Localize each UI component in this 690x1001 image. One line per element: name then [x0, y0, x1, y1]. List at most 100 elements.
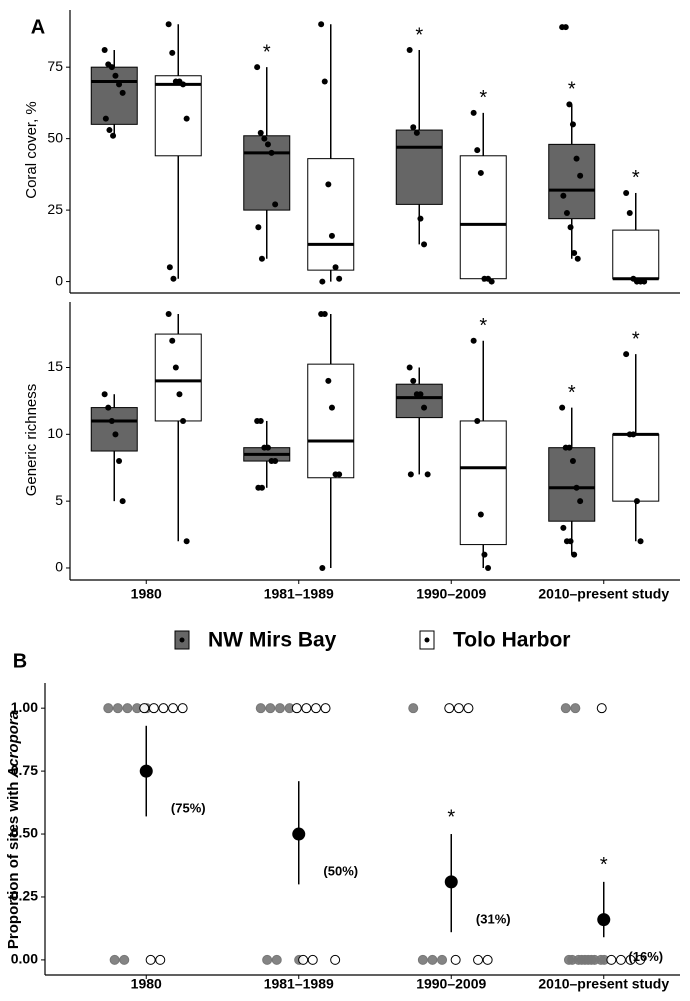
data-point	[413, 129, 420, 136]
panel-label: B	[13, 650, 27, 672]
box	[154, 75, 202, 157]
data-point	[319, 564, 326, 571]
data-point	[562, 24, 569, 31]
site-point	[122, 703, 133, 714]
y-tick-label: 0	[55, 272, 63, 288]
site-point	[158, 703, 169, 714]
data-point	[172, 364, 179, 371]
data-point	[410, 124, 417, 131]
box	[459, 155, 507, 280]
data-point	[577, 172, 584, 179]
box	[395, 383, 443, 419]
y-axis-label: Coral cover, %	[23, 101, 40, 199]
data-point	[577, 498, 584, 505]
site-point	[417, 954, 428, 965]
significance: *	[568, 79, 576, 101]
box	[612, 433, 660, 502]
site-point	[139, 703, 150, 714]
box	[307, 363, 355, 479]
data-point	[183, 538, 190, 545]
proportion-point	[139, 764, 153, 778]
data-point	[325, 377, 332, 384]
data-point	[180, 81, 187, 88]
site-point	[635, 954, 646, 965]
data-point	[176, 391, 183, 398]
box	[307, 158, 355, 271]
box	[395, 129, 443, 205]
x-tick-label: 1990–2009	[416, 976, 486, 992]
data-point	[641, 278, 648, 285]
data-point	[481, 551, 488, 558]
site-point	[473, 954, 484, 965]
site-point	[330, 954, 341, 965]
site-point	[119, 954, 130, 965]
significance: *	[415, 24, 423, 46]
y-tick-label: 0.00	[11, 951, 38, 967]
site-point	[427, 954, 438, 965]
box	[612, 229, 660, 280]
data-point	[101, 47, 108, 54]
data-point	[325, 181, 332, 188]
legend-label: NW Mirs Bay	[208, 629, 337, 652]
site-point	[615, 954, 626, 965]
site-point	[310, 703, 321, 714]
data-point	[166, 264, 173, 271]
site-point	[573, 954, 584, 965]
data-point	[488, 278, 495, 285]
site-point	[563, 954, 574, 965]
data-point	[328, 232, 335, 239]
data-point	[321, 78, 328, 85]
data-point	[637, 538, 644, 545]
proportion-point	[292, 827, 306, 841]
data-point	[254, 64, 261, 71]
site-point	[570, 703, 581, 714]
x-tick-label: 2010–present study	[538, 976, 669, 992]
data-point	[563, 209, 570, 216]
data-point	[560, 192, 567, 199]
box	[548, 143, 596, 220]
y-tick-label: 0	[55, 559, 63, 575]
data-point	[571, 551, 578, 558]
data-point	[567, 224, 574, 231]
proportion-point	[444, 875, 458, 889]
data-point	[477, 511, 484, 518]
x-tick-label: 1990–2009	[416, 586, 486, 602]
site-point	[274, 703, 285, 714]
data-point	[112, 72, 119, 79]
y-tick-label: 50	[47, 129, 63, 145]
significance: *	[447, 806, 455, 828]
data-point	[165, 311, 172, 318]
data-point	[321, 311, 328, 318]
site-point	[463, 703, 474, 714]
site-point	[298, 954, 309, 965]
data-point	[574, 255, 581, 262]
data-point	[560, 524, 567, 531]
value-label: (50%)	[323, 863, 358, 878]
data-point	[470, 109, 477, 116]
y-tick-label: 0.25	[11, 888, 38, 904]
box	[459, 420, 507, 546]
site-point	[596, 703, 607, 714]
data-point	[410, 377, 417, 384]
legend-swatch-dot	[179, 637, 185, 643]
data-point	[264, 141, 271, 148]
significance: *	[600, 854, 608, 876]
data-point	[165, 21, 172, 28]
significance: *	[568, 382, 576, 404]
site-point	[148, 703, 159, 714]
data-point	[566, 444, 573, 451]
site-point	[155, 954, 166, 965]
site-point	[560, 703, 571, 714]
y-tick-label: 5	[55, 492, 63, 508]
data-point	[183, 115, 190, 122]
data-point	[112, 431, 119, 438]
site-point	[307, 954, 318, 965]
x-tick-label: 1980	[131, 586, 162, 602]
site-point	[437, 954, 448, 965]
data-point	[623, 351, 630, 358]
site-point	[595, 954, 606, 965]
data-point	[318, 21, 325, 28]
y-tick-label: 25	[47, 201, 63, 217]
